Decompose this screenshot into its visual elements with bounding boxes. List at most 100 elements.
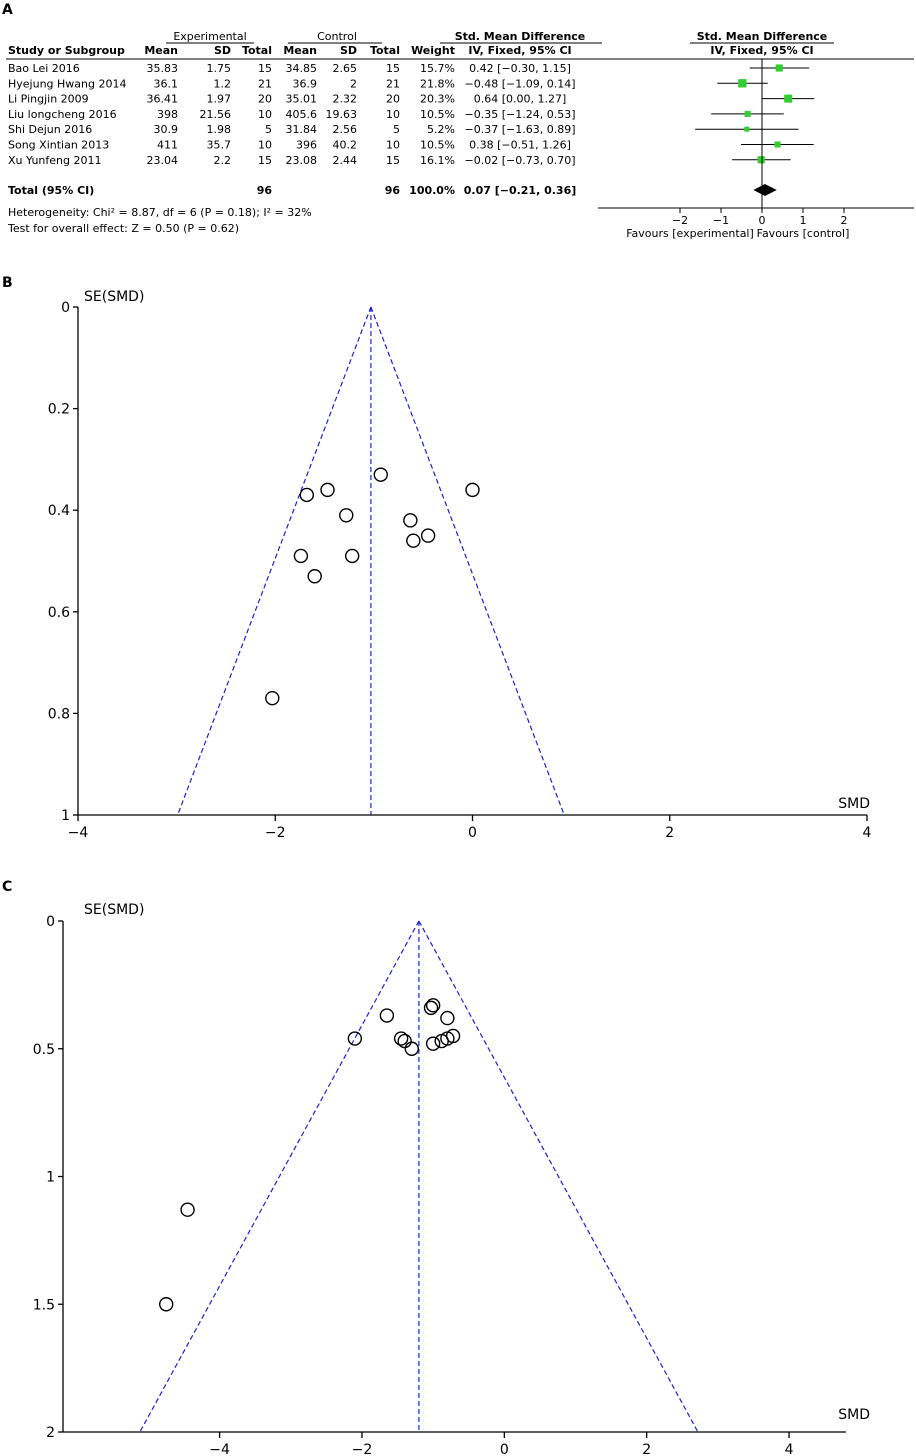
cell-e-total: 15 — [258, 154, 272, 167]
funnel-c-ylabel: SE(SMD) — [84, 902, 144, 918]
total-ci: 0.07 [−0.21, 0.36] — [464, 184, 577, 197]
x-tick-label: −4 — [209, 1442, 230, 1456]
cell-e-total: 20 — [258, 93, 272, 106]
cell-ci-text: 0.64 [0.00, 1.27] — [474, 93, 567, 106]
col-c-sd: SD — [340, 44, 357, 57]
funnel-left-bound — [139, 920, 420, 1433]
study-point — [293, 548, 309, 564]
cell-ci-text: −0.02 [−0.73, 0.70] — [465, 154, 576, 167]
study-point — [393, 1031, 409, 1046]
cell-c-sd: 19.63 — [326, 108, 358, 121]
cell-e-total: 5 — [265, 123, 272, 136]
cell-ci-text: 0.42 [−0.30, 1.15] — [469, 62, 571, 75]
forest-tick-label: 0 — [759, 214, 766, 227]
funnel-c-plot-area: 0 0.5 1 1.5 2 −4 −2 0 2 4 — [33, 914, 846, 1456]
x-tick-label: 0 — [468, 825, 477, 841]
y-tick-label: 0.4 — [48, 503, 70, 519]
total-c: 96 — [385, 184, 401, 197]
forest-tick-label: 2 — [841, 214, 848, 227]
cell-e-mean: 36.41 — [147, 93, 179, 106]
forest-tick-label: 1 — [800, 214, 807, 227]
funnel-c-xlabel: SMD — [838, 1407, 870, 1423]
cell-c-total: 5 — [393, 123, 400, 136]
study-row: Li Pingjin 2009 36.41 1.97 20 35.01 2.32 20 20.… — [8, 93, 566, 106]
cell-c-mean: 396 — [296, 139, 317, 152]
cell-c-mean: 23.08 — [286, 154, 318, 167]
forest-plot-panel: A Experimental Control Std. Mean Differe… — [2, 2, 914, 240]
y-tick-label: 0.2 — [48, 402, 70, 418]
smd-plot-header: Std. Mean Difference — [697, 30, 828, 43]
study-point — [425, 998, 441, 1013]
cell-e-total: 15 — [258, 62, 272, 75]
cell-study: Hyejung Hwang 2014 — [8, 77, 126, 90]
study-point — [299, 487, 315, 503]
cell-weight: 10.5% — [420, 139, 455, 152]
funnel-b-plot-area: 0 0.2 0.4 0.6 0.8 1−4 −2 0 2 4 — [48, 300, 872, 841]
cell-e-sd: 1.75 — [207, 62, 232, 75]
experimental-header: Experimental — [173, 30, 246, 43]
cell-weight: 16.1% — [420, 154, 455, 167]
cell-e-sd: 35.7 — [207, 139, 232, 152]
panel-b-label: B — [2, 275, 13, 291]
x-tick-label: −2 — [352, 1442, 373, 1456]
study-point — [347, 1031, 363, 1046]
forest-tick-label: −1 — [713, 214, 729, 227]
col-study: Study or Subgroup — [8, 44, 125, 57]
y-tick-label: 0.8 — [48, 706, 70, 722]
study-point — [379, 1008, 395, 1023]
study-point — [373, 467, 388, 482]
cell-weight: 15.7% — [420, 62, 455, 75]
x-tick-label: 2 — [642, 1442, 651, 1456]
cell-c-total: 20 — [386, 93, 400, 106]
y-tick-label: 0 — [61, 300, 70, 316]
cell-c-sd: 2.44 — [333, 154, 358, 167]
study-point — [344, 548, 360, 564]
cell-c-sd: 40.2 — [333, 139, 358, 152]
study-rows: Bao Lei 2016 35.83 1.75 15 34.85 2.65 15 15.7% 0… — [8, 62, 575, 167]
cell-e-total: 10 — [258, 139, 272, 152]
study-point — [465, 482, 480, 498]
control-header: Control — [317, 30, 357, 43]
study-row: Liu longcheng 2016 398 21.56 10 405.6 19.63 10… — [8, 108, 575, 121]
cell-ci-text: −0.37 [−1.63, 0.89] — [465, 123, 576, 136]
cell-c-sd: 2.65 — [333, 62, 358, 75]
effect-square — [738, 79, 747, 88]
study-point — [159, 1297, 174, 1312]
cell-e-mean: 23.04 — [147, 154, 179, 167]
cell-e-mean: 30.9 — [154, 123, 179, 136]
cell-study: Li Pingjin 2009 — [8, 93, 89, 106]
col-ci: IV, Fixed, 95% CI — [468, 44, 571, 57]
cell-c-sd: 2 — [350, 77, 357, 90]
cell-e-sd: 2.2 — [214, 154, 232, 167]
cell-weight: 5.2% — [427, 123, 455, 136]
study-point — [180, 1202, 195, 1217]
cell-c-mean: 31.84 — [286, 123, 318, 136]
cell-study: Xu Yunfeng 2011 — [8, 154, 102, 167]
effect-square — [744, 110, 751, 117]
x-tick-label: 4 — [863, 825, 872, 841]
x-tick-label: −2 — [265, 825, 286, 841]
study-point — [403, 513, 418, 528]
funnel-left-bound — [177, 306, 372, 816]
total-label: Total (95% CI) — [8, 184, 94, 197]
cell-weight: 21.8% — [420, 77, 455, 90]
plot-method-label: IV, Fixed, 95% CI — [710, 44, 813, 57]
cell-e-total: 10 — [258, 108, 272, 121]
cell-c-total: 15 — [386, 154, 400, 167]
total-e: 96 — [257, 184, 273, 197]
cell-c-mean: 34.85 — [286, 62, 318, 75]
col-e-mean: Mean — [144, 44, 178, 57]
cell-e-mean: 36.1 — [154, 77, 179, 90]
cell-study: Bao Lei 2016 — [8, 62, 80, 75]
study-row: Shi Dejun 2016 30.9 1.98 5 31.84 2.56 5 5.2% −0.… — [8, 123, 575, 136]
x-tick-label: 2 — [665, 825, 674, 841]
study-point — [307, 569, 322, 584]
cell-study: Song Xintian 2013 — [8, 139, 109, 152]
cell-e-sd: 1.98 — [207, 123, 232, 136]
col-e-total: Total — [242, 44, 272, 57]
col-weight: Weight — [411, 44, 455, 57]
cell-ci-text: −0.35 [−1.24, 0.53] — [465, 108, 576, 121]
study-point — [320, 482, 335, 498]
cell-e-sd: 21.56 — [200, 108, 232, 121]
